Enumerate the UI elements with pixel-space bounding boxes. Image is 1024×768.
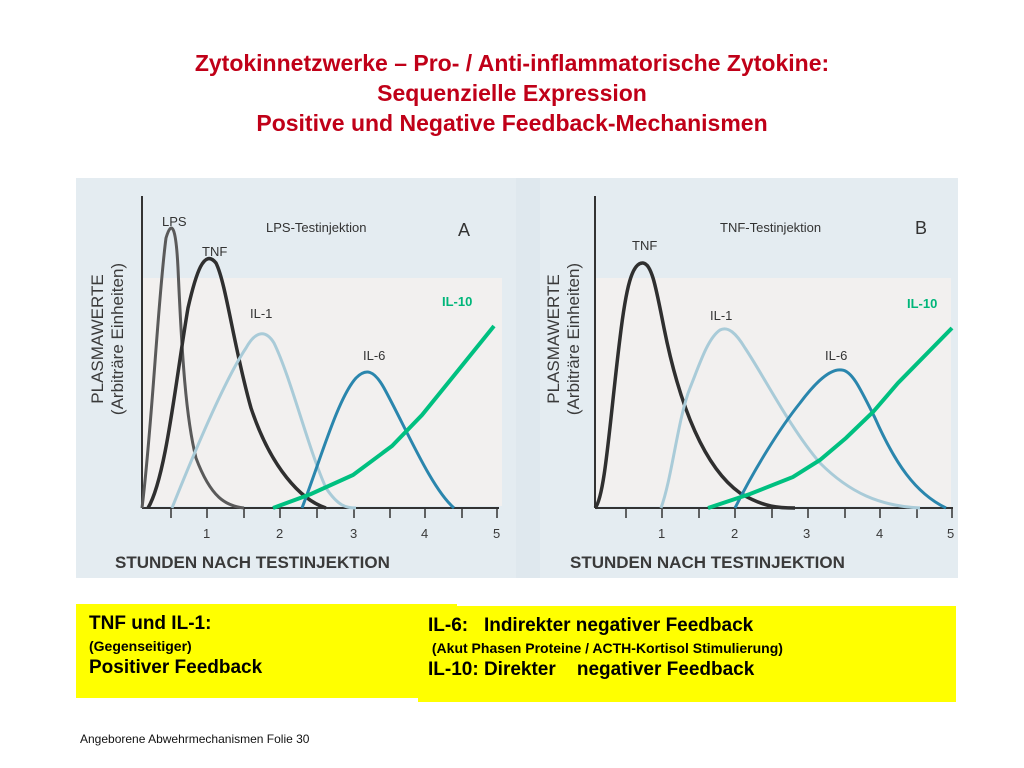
note-left-line-1: TNF und IL-1: [89, 613, 212, 634]
note-right-line-3: IL-10: Direkter negativer Feedback [428, 659, 755, 680]
curve-tnf [593, 261, 796, 510]
label-il1: IL-1 [250, 306, 273, 321]
tick-5: 5 [493, 526, 501, 541]
x-axis-ticks [170, 508, 498, 518]
title-line-2: Sequenzielle Expression [377, 80, 647, 106]
tick-4: 4 [421, 526, 429, 541]
injection-label: LPS-Testinjektion [266, 220, 367, 235]
curve-il10 [707, 326, 954, 510]
slide-title: Zytokinnetzwerke – Pro- / Anti-inflammat… [0, 48, 1024, 138]
tick-2: 2 [276, 526, 284, 541]
panel-b-tnf-injection: PLASMAWERTE (Arbiträre Einheiten) [540, 178, 958, 578]
label-il1: IL-1 [710, 308, 733, 323]
curve-il1 [170, 332, 357, 510]
note-negative-feedback: IL-6: Indirekter negativer Feedback (Aku… [418, 606, 956, 702]
x-axis-label: STUNDEN NACH TESTINJEKTION [570, 553, 845, 572]
label-lps: LPS [162, 214, 187, 229]
tick-5: 5 [947, 526, 955, 541]
x-axis-label: STUNDEN NACH TESTINJEKTION [115, 553, 390, 572]
note-right-line-2: (Akut Phasen Proteine / ACTH-Kortisol St… [428, 640, 783, 656]
label-il6: IL-6 [825, 348, 848, 363]
line-chart-a [140, 196, 499, 518]
tick-1: 1 [658, 526, 666, 541]
panel-a-lps-injection: PLASMAWERTE (Arbiträre Einheiten) [76, 178, 516, 578]
tick-3: 3 [803, 526, 811, 541]
title-line-3: Positive und Negative Feedback-Mechanism… [256, 110, 768, 136]
injection-label: TNF-Testinjektion [720, 220, 822, 235]
label-il10: IL-10 [907, 296, 938, 311]
label-tnf: TNF [632, 238, 658, 253]
panel-letter: A [458, 220, 471, 240]
tick-3: 3 [350, 526, 358, 541]
curve-il6 [733, 368, 947, 510]
slide-footer: Angeborene Abwehrmechanismen Folie 30 [80, 732, 310, 746]
note-left-line-3: Positiver Feedback [89, 657, 263, 678]
title-line-1: Zytokinnetzwerke – Pro- / Anti-inflammat… [194, 50, 830, 76]
note-right-line-1: IL-6: Indirekter negativer Feedback [428, 615, 754, 636]
figure-cytokine-curves: PLASMAWERTE (Arbiträre Einheiten) [76, 178, 958, 578]
curve-tnf [146, 256, 327, 510]
label-tnf: TNF [202, 244, 228, 259]
curve-il6 [300, 370, 455, 510]
note-left-line-2: (Gegenseitiger) [89, 638, 192, 654]
x-axis-ticks [625, 508, 953, 518]
label-il10: IL-10 [442, 294, 473, 309]
curve-il10 [272, 324, 496, 510]
label-il6: IL-6 [363, 348, 386, 363]
tick-1: 1 [203, 526, 211, 541]
curve-lps [140, 226, 245, 510]
note-positive-feedback: TNF und IL-1: (Gegenseitiger) Positiver … [76, 604, 457, 698]
tick-4: 4 [876, 526, 884, 541]
panel-letter: B [915, 218, 928, 238]
line-chart-b [593, 196, 954, 518]
curve-il1 [659, 327, 921, 510]
tick-2: 2 [731, 526, 739, 541]
